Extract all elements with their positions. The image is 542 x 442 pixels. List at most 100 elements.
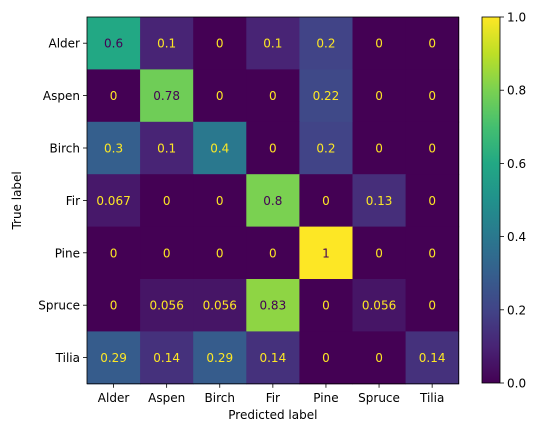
cell-value-label: 0	[428, 37, 436, 51]
heatmap-cell	[352, 17, 407, 70]
heatmap-cell	[405, 331, 460, 385]
heatmap-cell	[193, 69, 247, 123]
heatmap-cell	[299, 121, 353, 175]
heatmap-cell	[299, 226, 353, 280]
heatmap-cell	[299, 17, 353, 70]
heatmap-cell	[246, 69, 300, 123]
cell-value-label: 0.8	[263, 194, 282, 208]
heatmap-cell	[193, 279, 247, 332]
heatmap-cell	[352, 174, 407, 228]
heatmap-cell	[87, 17, 141, 70]
cell-value-label: 0	[269, 246, 277, 260]
cell-value-label: 0	[428, 89, 436, 103]
cell-value-label: 0.29	[100, 351, 127, 365]
colorbar: 0.0 0.2 0.4 0.6 0.8 1.0	[481, 11, 526, 391]
cell-value-label: 0	[375, 351, 383, 365]
cell-value-label: 0.1	[263, 37, 282, 51]
cell-value-label: 1	[322, 246, 330, 260]
heatmap-cell	[140, 17, 194, 70]
colorbar-tick-label: 1.0	[507, 11, 526, 25]
cell-value-label: 0.2	[316, 142, 335, 156]
cell-value-label: 0	[163, 246, 171, 260]
y-tick-label: Tilia	[55, 351, 80, 365]
cell-value-label: 0.2	[316, 37, 335, 51]
x-axis: Alder Aspen Birch Fir Pine Spruce Tilia	[98, 383, 444, 405]
x-tick-label: Tilia	[419, 391, 444, 405]
colorbar-tick-label: 0.6	[507, 157, 526, 171]
colorbar-tick-label: 0.2	[507, 303, 526, 317]
colorbar-tick-label: 0.4	[507, 230, 526, 244]
heatmap-cell	[352, 279, 407, 332]
cell-value-label: 0	[428, 246, 436, 260]
cell-value-label: 0.83	[259, 299, 286, 313]
cell-value-label: 0	[428, 299, 436, 313]
heatmap-cell	[405, 226, 460, 280]
cell-value-label: 0	[322, 299, 330, 313]
heatmap-cell	[246, 174, 300, 228]
heatmap-cell	[299, 331, 353, 385]
y-tick-label: Alder	[49, 37, 81, 51]
heatmap-cell	[299, 69, 353, 123]
heatmap-cell	[246, 17, 300, 70]
cell-value-label: 0	[428, 194, 436, 208]
heatmap-cell	[352, 69, 407, 123]
x-tick-label: Spruce	[358, 391, 400, 405]
heatmap-cell	[140, 226, 194, 280]
cell-value-label: 0.056	[149, 299, 183, 313]
cell-value-label: 0	[375, 89, 383, 103]
x-axis-label: Predicted label	[228, 408, 317, 422]
cell-value-label: 0.22	[313, 89, 340, 103]
cell-value-label: 0	[322, 194, 330, 208]
heatmap-cell	[87, 331, 141, 385]
colorbar-ticks: 0.0 0.2 0.4 0.6 0.8 1.0	[500, 11, 526, 391]
heatmap-cell	[405, 17, 460, 70]
heatmap-cell	[87, 69, 141, 123]
cell-value-label: 0.056	[362, 299, 396, 313]
cell-value-label: 0	[216, 89, 224, 103]
heatmap-cell	[87, 121, 141, 175]
heatmap-cell	[246, 279, 300, 332]
cell-value-label: 0.14	[419, 351, 446, 365]
cell-value-label: 0	[375, 246, 383, 260]
heatmap-cell	[193, 174, 247, 228]
heatmap-cell	[140, 69, 194, 123]
x-tick-label: Alder	[98, 391, 130, 405]
heatmap-cell	[87, 279, 141, 332]
heatmap-cell	[246, 331, 300, 385]
heatmap-cell	[87, 174, 141, 228]
heatmap-cells	[87, 17, 460, 385]
cell-value-label: 0.14	[153, 351, 180, 365]
cell-value-label: 0.14	[259, 351, 286, 365]
heatmap-cell	[405, 279, 460, 332]
cell-value-label: 0.6	[104, 37, 123, 51]
heatmap-cell-labels: 0.6 0.1 0 0.1 0.2 0 0 0 0.78 0 0 0.22 0 0 0.3 0.1 0.4 0 0.…	[96, 37, 445, 365]
heatmap-cell	[405, 174, 460, 228]
heatmap-cell	[299, 174, 353, 228]
heatmap-cell	[246, 121, 300, 175]
cell-value-label: 0	[322, 351, 330, 365]
x-tick-label: Pine	[313, 391, 338, 405]
heatmap-cell	[299, 279, 353, 332]
cell-value-label: 0.1	[157, 142, 176, 156]
cell-value-label: 0.1	[157, 37, 176, 51]
cell-value-label: 0	[269, 142, 277, 156]
cell-value-label: 0.78	[153, 89, 180, 103]
heatmap-cell	[193, 121, 247, 175]
heatmap-cell	[87, 226, 141, 280]
cell-value-label: 0	[110, 299, 118, 313]
heatmap-cell	[352, 226, 407, 280]
cell-value-label: 0	[163, 194, 171, 208]
heatmap-cell	[140, 279, 194, 332]
heatmap-cell	[140, 121, 194, 175]
cell-value-label: 0.067	[96, 194, 130, 208]
colorbar-gradient	[481, 16, 501, 384]
heatmap-cell	[140, 331, 194, 385]
x-tick-label: Birch	[205, 391, 235, 405]
y-tick-label: Aspen	[43, 89, 80, 103]
cell-value-label: 0	[269, 89, 277, 103]
y-tick-label: Pine	[55, 246, 80, 260]
cell-value-label: 0	[375, 37, 383, 51]
x-tick-label: Fir	[266, 391, 280, 405]
